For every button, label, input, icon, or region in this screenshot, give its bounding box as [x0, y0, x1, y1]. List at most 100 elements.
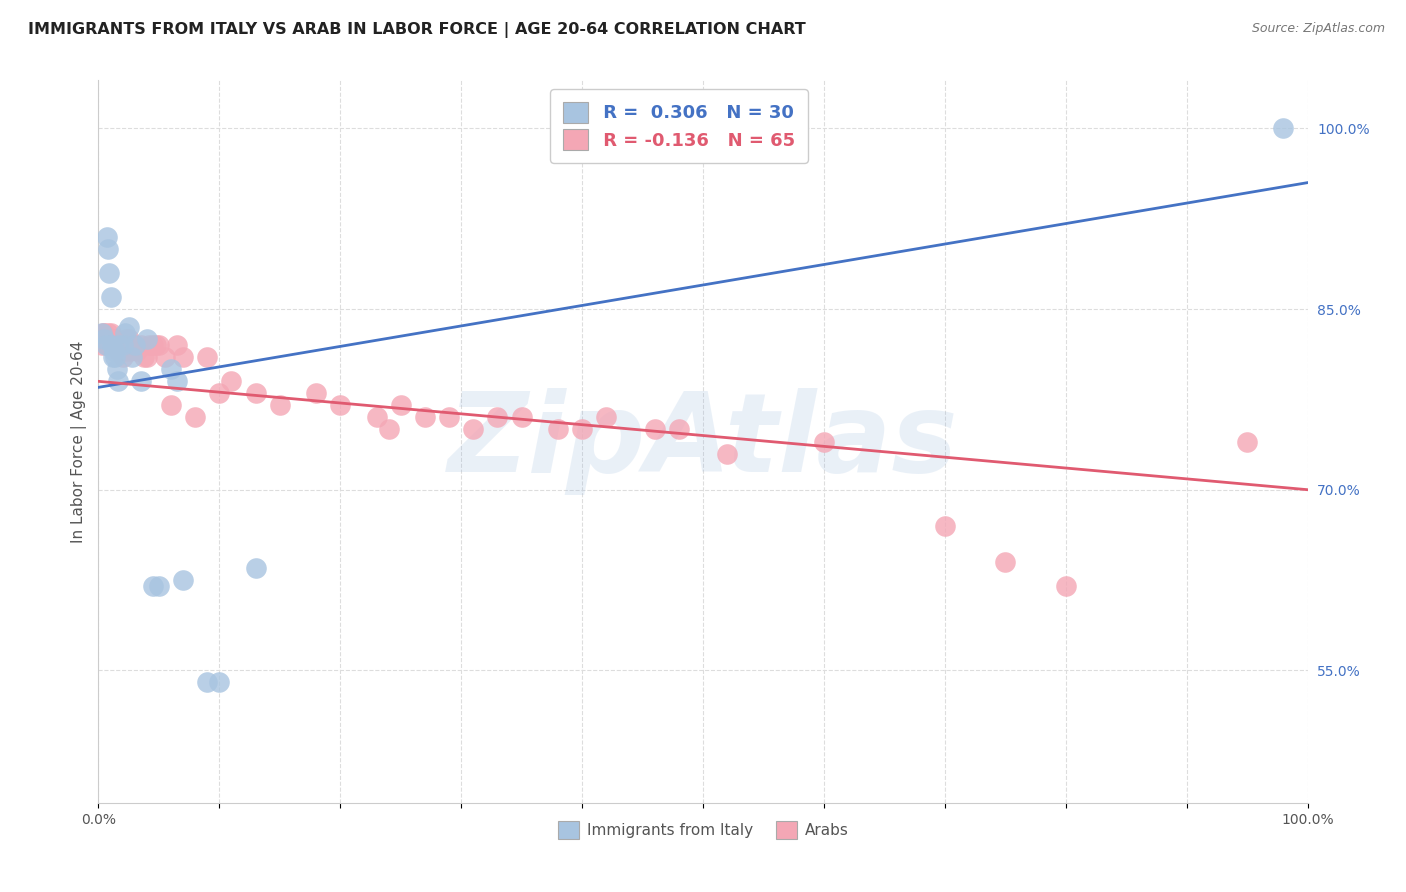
Point [112, 338, 135, 352]
Point [172, 573, 194, 587]
Point [195, 675, 218, 690]
Text: Source: ZipAtlas.com: Source: ZipAtlas.com [1251, 22, 1385, 36]
Point [118, 344, 141, 359]
Point [134, 350, 156, 364]
Point [269, 398, 291, 412]
Point [105, 338, 128, 352]
Point [93, 332, 115, 346]
Point [100, 338, 122, 352]
Point [138, 338, 160, 352]
Point [166, 375, 188, 389]
Point [117, 338, 139, 352]
Point [108, 338, 131, 352]
Point [108, 338, 131, 352]
Point [547, 423, 569, 437]
Point [114, 344, 136, 359]
Point [142, 579, 165, 593]
Point [172, 350, 194, 364]
Point [91, 326, 114, 341]
Point [115, 332, 138, 346]
Point [108, 338, 131, 352]
Point [486, 410, 509, 425]
Point [160, 362, 183, 376]
Point [98, 266, 121, 280]
Point [994, 555, 1017, 569]
Text: ZipAtlas: ZipAtlas [447, 388, 959, 495]
Point [813, 434, 835, 449]
Point [1054, 579, 1077, 593]
Point [118, 320, 141, 334]
Point [142, 338, 165, 352]
Point [208, 386, 231, 401]
Point [644, 423, 666, 437]
Point [105, 362, 128, 376]
Point [91, 326, 114, 341]
Text: IMMIGRANTS FROM ITALY VS ARAB IN LABOR FORCE | AGE 20-64 CORRELATION CHART: IMMIGRANTS FROM ITALY VS ARAB IN LABOR F… [28, 22, 806, 38]
Point [129, 375, 152, 389]
Point [114, 326, 136, 341]
Point [100, 338, 122, 352]
Point [413, 410, 436, 425]
Point [100, 326, 122, 341]
Point [366, 410, 388, 425]
Point [104, 350, 127, 364]
Point [124, 338, 146, 352]
Point [221, 375, 243, 389]
Point [148, 338, 170, 352]
Point [463, 423, 485, 437]
Point [668, 423, 690, 437]
Point [329, 398, 352, 412]
Point [96, 230, 118, 244]
Point [121, 350, 143, 364]
Point [245, 386, 267, 401]
Point [135, 350, 157, 364]
Point [98, 332, 121, 346]
Point [124, 338, 146, 352]
Point [103, 332, 125, 346]
Point [104, 332, 127, 346]
Point [145, 338, 167, 352]
Point [305, 386, 328, 401]
Point [101, 350, 124, 364]
Point [208, 675, 231, 690]
Point [97, 242, 120, 256]
Point [184, 410, 207, 425]
Point [97, 326, 120, 341]
Point [110, 344, 132, 359]
Point [93, 326, 115, 341]
Point [111, 350, 134, 364]
Point [94, 338, 117, 352]
Point [91, 338, 114, 352]
Point [118, 332, 141, 346]
Point [103, 344, 125, 359]
Point [1236, 434, 1258, 449]
Point [595, 410, 617, 425]
Point [377, 423, 399, 437]
Point [111, 338, 134, 352]
Point [245, 561, 267, 575]
Point [100, 290, 122, 304]
Point [166, 338, 188, 352]
Point [127, 344, 149, 359]
Point [121, 338, 143, 352]
Point [716, 447, 738, 461]
Y-axis label: In Labor Force | Age 20-64: In Labor Force | Age 20-64 [72, 341, 87, 542]
Point [510, 410, 533, 425]
Point [1272, 121, 1295, 136]
Point [389, 398, 412, 412]
Point [195, 350, 218, 364]
Point [153, 350, 176, 364]
Point [129, 338, 152, 352]
Point [571, 423, 593, 437]
Point [160, 398, 183, 412]
Point [107, 375, 129, 389]
Point [96, 338, 118, 352]
Point [148, 579, 170, 593]
Point [94, 332, 117, 346]
Legend: Immigrants from Italy, Arabs: Immigrants from Italy, Arabs [547, 810, 859, 849]
Point [107, 344, 129, 359]
Point [934, 519, 956, 533]
Point [437, 410, 460, 425]
Point [135, 332, 157, 346]
Point [101, 338, 124, 352]
